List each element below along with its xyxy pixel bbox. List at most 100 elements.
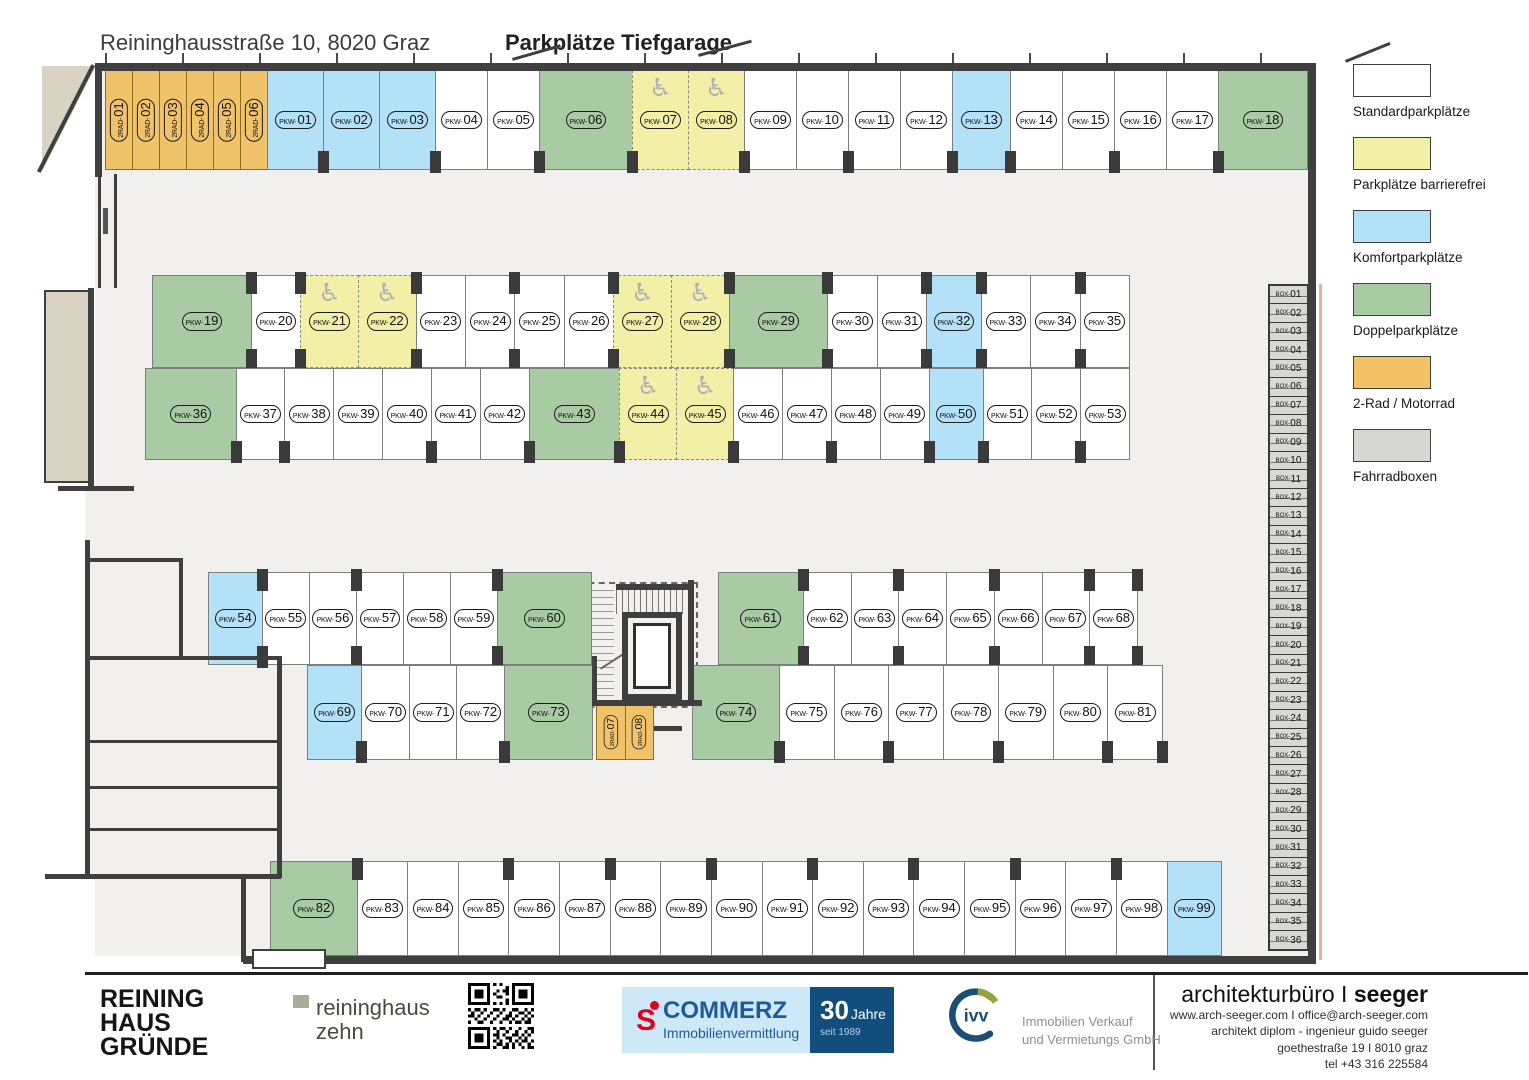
parking-spot-pkw-08: ♿ PKW- 08 bbox=[688, 70, 750, 173]
spot-label: PKW- 81 bbox=[1114, 703, 1156, 722]
pillar bbox=[825, 441, 837, 463]
wall-room-11 bbox=[241, 874, 246, 962]
spot-label: PKW- 04 bbox=[441, 110, 482, 130]
spot-label: PKW- 50 bbox=[935, 404, 977, 424]
spot-label: PKW- 73 bbox=[528, 703, 569, 722]
spot-label: PKW- 62 bbox=[806, 609, 848, 628]
parking-spot-2rad-01: 2RAD- 01 bbox=[105, 70, 133, 170]
pillar bbox=[921, 349, 933, 371]
parking-spot-pkw-66: PKW- 66 bbox=[993, 572, 1043, 665]
parking-spot-pkw-98: PKW- 98 bbox=[1115, 861, 1168, 956]
bike-box-24: BOX- 24 bbox=[1270, 709, 1307, 727]
bike-box-03: BOX- 03 bbox=[1270, 321, 1307, 340]
bike-box-32: BOX- 32 bbox=[1270, 856, 1307, 875]
legend-label: Komfortparkplätze bbox=[1353, 250, 1463, 265]
parking-spot-pkw-57: PKW- 57 bbox=[355, 572, 404, 665]
pillar bbox=[739, 151, 750, 173]
qr-code bbox=[468, 983, 534, 1049]
wall-room-1 bbox=[58, 486, 134, 491]
parking-spot-pkw-26: PKW- 26 bbox=[563, 272, 620, 371]
parking-spot-pkw-64: PKW- 64 bbox=[898, 572, 948, 665]
spot-label: PKW- 65 bbox=[949, 609, 991, 628]
bike-box-33: BOX- 33 bbox=[1270, 875, 1307, 893]
brand-line: HAUS bbox=[100, 1008, 171, 1037]
pillar bbox=[921, 272, 933, 294]
parking-spot-pkw-99: PKW- 99 bbox=[1166, 861, 1223, 956]
parking-spot-pkw-35: PKW- 35 bbox=[1079, 275, 1130, 368]
spot-label: PKW- 91 bbox=[767, 899, 808, 918]
spot-label: PKW- 48 bbox=[835, 404, 877, 424]
spot-label: PKW- 36 bbox=[170, 404, 212, 424]
spot-label: PKW- 18 bbox=[1242, 110, 1284, 130]
legend-swatch bbox=[1353, 429, 1431, 462]
bike-box-16: BOX- 16 bbox=[1270, 561, 1307, 580]
parking-spot-pkw-38: PKW- 38 bbox=[284, 368, 335, 460]
parking-spot-pkw-39: PKW- 39 bbox=[333, 368, 384, 460]
spot-label: PKW- 83 bbox=[362, 899, 403, 918]
spot-label: PKW- 21 bbox=[309, 312, 350, 331]
spot-label: PKW- 58 bbox=[406, 609, 448, 628]
bike-box-05: BOX- 05 bbox=[1270, 358, 1307, 377]
spot-label: PKW- 67 bbox=[1045, 609, 1087, 628]
pillar bbox=[988, 569, 1000, 591]
legend-item: Doppelparkplätze bbox=[1353, 283, 1523, 338]
spot-label: 2RAD- 06 bbox=[244, 98, 264, 142]
spot-label: PKW- 24 bbox=[469, 312, 511, 331]
wall-stub-2rad bbox=[654, 726, 682, 731]
pillar bbox=[1109, 151, 1120, 173]
spot-label: PKW- 98 bbox=[1121, 899, 1163, 918]
bike-box-06: BOX- 06 bbox=[1270, 377, 1307, 395]
legend-swatch bbox=[1353, 356, 1431, 389]
parking-spot-pkw-40: PKW- 40 bbox=[382, 368, 437, 463]
parking-spot-pkw-82: PKW- 82 bbox=[270, 858, 363, 956]
parking-spot-2rad-06: 2RAD- 06 bbox=[240, 70, 268, 170]
parking-spot-pkw-78: PKW- 78 bbox=[943, 665, 1004, 763]
bike-box-column: BOX- 01 BOX- 02 BOX- 03 BOX- 04 BOX- 05 BOX- 06 BOX-… bbox=[1268, 284, 1309, 951]
spot-label: PKW- 80 bbox=[1059, 703, 1101, 722]
elevator-shaft bbox=[622, 612, 682, 700]
garage-floor bbox=[95, 70, 1308, 956]
bike-box-04: BOX- 04 bbox=[1270, 340, 1307, 358]
spot-label: 2RAD- 02 bbox=[136, 98, 156, 142]
pillar bbox=[351, 858, 363, 880]
pillar bbox=[503, 858, 515, 880]
parking-spot-pkw-16: PKW- 16 bbox=[1114, 70, 1167, 170]
parking-spot-pkw-89: PKW- 89 bbox=[660, 858, 717, 956]
parking-spot-pkw-20: PKW- 20 bbox=[250, 272, 307, 371]
parking-spot-pkw-33: PKW- 33 bbox=[980, 275, 1032, 368]
parking-spot-pkw-07: ♿ PKW- 07 bbox=[632, 70, 689, 170]
spot-label: PKW- 32 bbox=[933, 312, 975, 331]
parking-spot-pkw-46: PKW- 46 bbox=[733, 368, 784, 460]
legend-label: Parkplätze barrierefrei bbox=[1353, 177, 1486, 192]
wall-left-top bbox=[95, 63, 102, 177]
pillar bbox=[430, 151, 441, 173]
parking-spot-pkw-32: PKW- 32 bbox=[926, 272, 987, 371]
ramp bbox=[98, 174, 117, 288]
spot-label: PKW- 20 bbox=[255, 312, 297, 331]
parking-spot-pkw-79: PKW- 79 bbox=[997, 665, 1054, 760]
parking-spot-pkw-34: PKW- 34 bbox=[1030, 272, 1086, 371]
wall-stair-right bbox=[688, 580, 694, 706]
architect-block: architekturbüro I seeger www.arch-seeger… bbox=[1160, 981, 1428, 1072]
pillar bbox=[1084, 646, 1096, 668]
spot-label: PKW- 43 bbox=[554, 404, 595, 424]
parking-spot-pkw-50: PKW- 50 bbox=[928, 368, 989, 463]
bike-box-31: BOX- 31 bbox=[1270, 838, 1307, 856]
parking-spot-pkw-80: PKW- 80 bbox=[1052, 665, 1114, 763]
spot-label: PKW- 06 bbox=[565, 110, 607, 130]
wall-room-10 bbox=[45, 874, 281, 879]
spot-label: PKW- 02 bbox=[331, 110, 372, 130]
spot-label: PKW- 84 bbox=[412, 899, 454, 918]
spot-label: PKW- 22 bbox=[366, 312, 408, 331]
parking-spot-pkw-90: PKW- 90 bbox=[710, 861, 763, 956]
bike-box-19: BOX- 19 bbox=[1270, 616, 1307, 635]
pillar bbox=[893, 646, 905, 668]
parking-spot-pkw-67: PKW- 67 bbox=[1041, 569, 1096, 668]
wall-stair-below bbox=[592, 700, 702, 706]
parking-spot-pkw-51: PKW- 51 bbox=[982, 368, 1033, 460]
wall-room-6 bbox=[277, 656, 282, 878]
spot-label: PKW- 11 bbox=[854, 110, 895, 130]
badge-number: 30 bbox=[820, 995, 849, 1025]
pillar bbox=[975, 349, 987, 371]
parking-spot-pkw-42: PKW- 42 bbox=[479, 368, 535, 463]
